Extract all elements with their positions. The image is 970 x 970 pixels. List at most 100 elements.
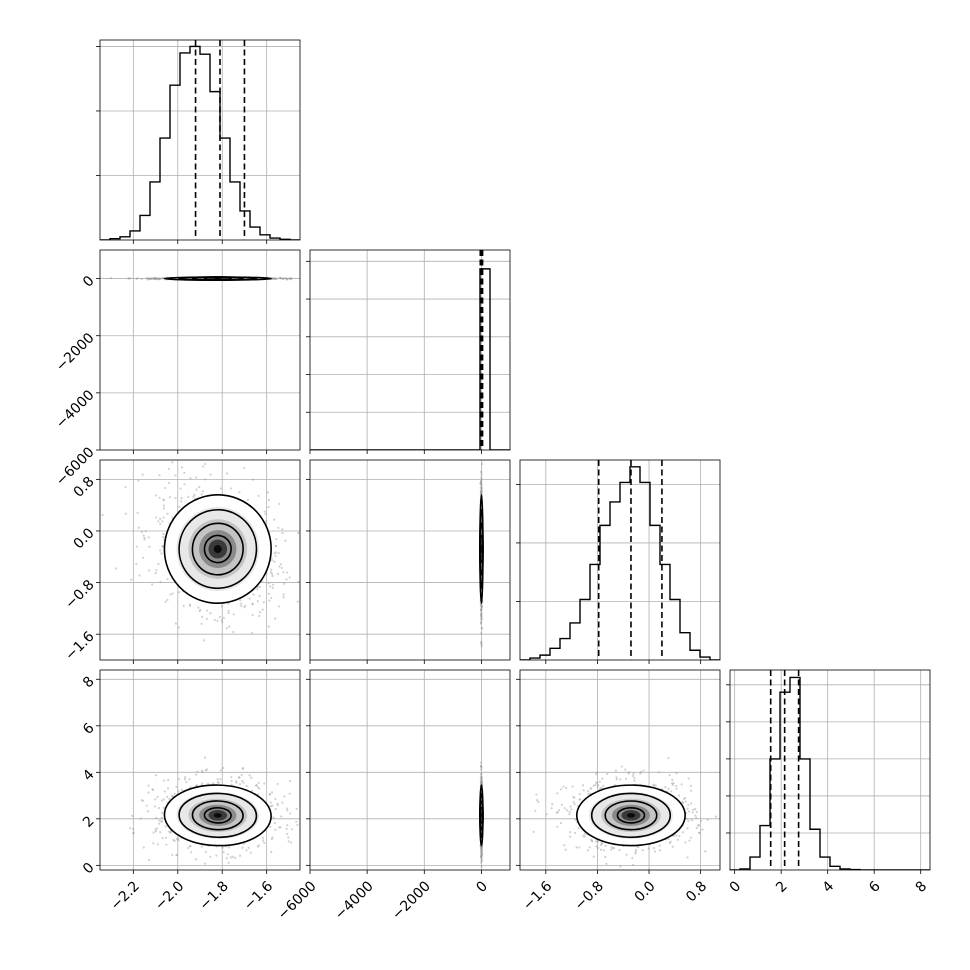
sample-point bbox=[652, 783, 655, 786]
sample-point bbox=[188, 604, 192, 607]
sample-point bbox=[227, 846, 231, 849]
sample-point bbox=[161, 520, 164, 523]
sample-point bbox=[206, 782, 210, 785]
sample-point bbox=[480, 780, 483, 783]
sample-point bbox=[164, 486, 167, 490]
sample-point bbox=[480, 462, 484, 466]
sample-point bbox=[480, 611, 483, 614]
sample-point bbox=[166, 795, 169, 798]
sample-point bbox=[158, 496, 161, 499]
sample-point bbox=[167, 481, 171, 484]
sample-point bbox=[281, 801, 284, 804]
sample-point bbox=[177, 789, 180, 793]
sample-point bbox=[227, 611, 230, 615]
sample-point bbox=[194, 858, 197, 861]
sample-point bbox=[480, 849, 483, 852]
sample-point bbox=[285, 578, 288, 581]
sample-point bbox=[227, 861, 230, 864]
sample-point bbox=[480, 643, 483, 646]
sample-point bbox=[166, 577, 169, 581]
sample-point bbox=[295, 820, 298, 823]
sample-point bbox=[480, 781, 483, 784]
sample-point bbox=[159, 831, 162, 834]
sample-point bbox=[242, 781, 245, 784]
sample-point bbox=[275, 277, 278, 280]
sample-point bbox=[693, 808, 697, 811]
sample-point bbox=[202, 465, 205, 468]
sample-point bbox=[283, 795, 286, 798]
sample-point bbox=[652, 846, 656, 850]
sample-point bbox=[588, 846, 591, 849]
sample-point bbox=[222, 616, 225, 619]
sample-point bbox=[304, 578, 306, 580]
sample-point bbox=[271, 277, 274, 280]
sample-point bbox=[235, 781, 238, 784]
sample-point bbox=[154, 798, 157, 801]
sample-point bbox=[480, 492, 483, 495]
sample-point bbox=[159, 580, 162, 584]
sample-point bbox=[274, 828, 277, 831]
sample-point bbox=[124, 485, 127, 489]
sample-point bbox=[175, 854, 178, 857]
sample-point bbox=[480, 847, 483, 851]
sample-point bbox=[480, 777, 483, 781]
sample-point bbox=[211, 782, 215, 785]
sample-point bbox=[161, 545, 164, 548]
sample-point bbox=[480, 781, 483, 785]
sample-point bbox=[480, 617, 483, 620]
sample-point bbox=[222, 766, 225, 770]
sample-point bbox=[139, 817, 142, 820]
sample-point bbox=[147, 791, 150, 794]
contour-3 bbox=[203, 534, 232, 564]
sample-point bbox=[480, 854, 483, 857]
sample-point bbox=[155, 278, 158, 281]
sample-point bbox=[169, 593, 172, 596]
sample-point bbox=[156, 843, 160, 846]
sample-point bbox=[278, 565, 281, 568]
sample-point bbox=[160, 799, 164, 802]
sample-point bbox=[480, 850, 483, 853]
sample-point bbox=[258, 585, 261, 588]
sample-point bbox=[480, 482, 483, 485]
sample-point bbox=[154, 572, 157, 575]
gridlines bbox=[100, 460, 300, 660]
sample-point bbox=[279, 563, 283, 566]
sample-point bbox=[263, 841, 266, 844]
sample-point bbox=[480, 608, 483, 611]
sample-point bbox=[257, 781, 260, 784]
sample-point bbox=[479, 486, 483, 489]
sample-point bbox=[241, 779, 244, 783]
sample-point bbox=[204, 769, 207, 772]
sample-point bbox=[283, 582, 286, 585]
sample-point bbox=[278, 276, 281, 279]
sample-point bbox=[168, 496, 171, 499]
gridlines bbox=[100, 670, 300, 870]
sample-point bbox=[197, 606, 200, 609]
sample-point bbox=[240, 773, 243, 777]
sample-point bbox=[175, 837, 179, 841]
sample-point bbox=[250, 776, 253, 779]
sample-point bbox=[479, 856, 482, 859]
sample-point bbox=[246, 498, 249, 502]
sample-point bbox=[129, 578, 133, 581]
sample-point bbox=[169, 831, 172, 834]
sample-point bbox=[581, 784, 585, 787]
sample-point bbox=[480, 491, 483, 494]
sample-point bbox=[479, 765, 483, 768]
sample-point bbox=[308, 583, 310, 585]
sample-point bbox=[598, 780, 601, 783]
sample-point bbox=[228, 625, 231, 628]
sample-point bbox=[164, 836, 168, 839]
sample-point bbox=[129, 277, 132, 280]
sample-point bbox=[267, 505, 270, 509]
sample-point bbox=[158, 277, 161, 280]
sample-point bbox=[285, 277, 288, 280]
sample-point bbox=[180, 788, 184, 792]
sample-point bbox=[136, 511, 139, 514]
sample-point bbox=[177, 837, 180, 840]
x-tick-label: −6000 bbox=[275, 878, 320, 923]
sample-point bbox=[479, 622, 483, 625]
sample-point bbox=[274, 544, 278, 547]
sample-point bbox=[250, 631, 253, 635]
